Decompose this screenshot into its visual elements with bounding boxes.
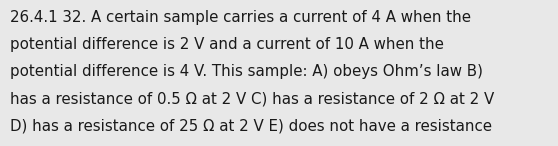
Text: potential difference is 2 V and a current of 10 A when the: potential difference is 2 V and a curren… [10, 37, 444, 52]
Text: 26.4.1 32. A certain sample carries a current of 4 A when the: 26.4.1 32. A certain sample carries a cu… [10, 10, 471, 25]
Text: has a resistance of 0.5 Ω at 2 V C) has a resistance of 2 Ω at 2 V: has a resistance of 0.5 Ω at 2 V C) has … [10, 91, 494, 106]
Text: potential difference is 4 V. This sample: A) obeys Ohm’s law B): potential difference is 4 V. This sample… [10, 64, 483, 79]
Text: D) has a resistance of 25 Ω at 2 V E) does not have a resistance: D) has a resistance of 25 Ω at 2 V E) do… [10, 118, 492, 133]
